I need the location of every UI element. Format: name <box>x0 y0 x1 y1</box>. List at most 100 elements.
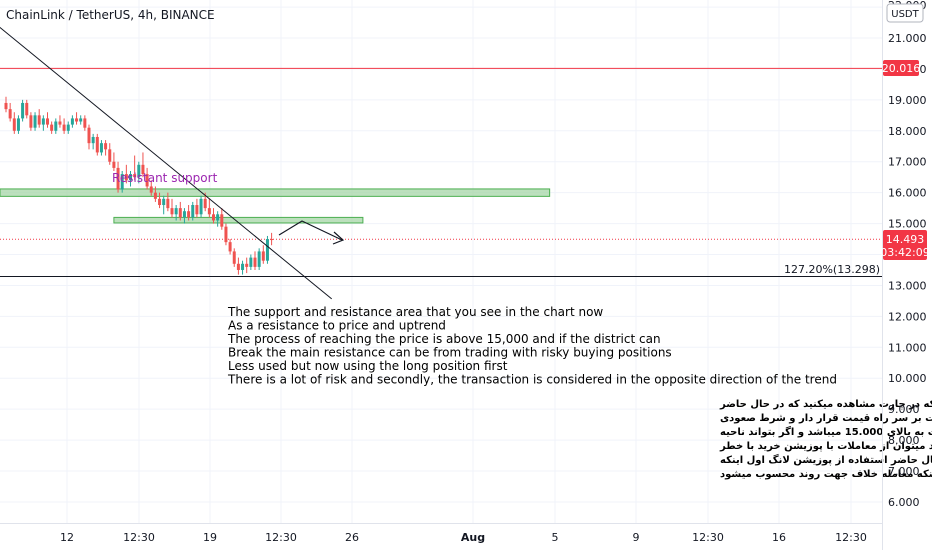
candle[interactable] <box>124 164 128 184</box>
candle[interactable] <box>79 115 83 125</box>
candle[interactable] <box>8 102 12 122</box>
candle[interactable] <box>220 208 224 230</box>
y-tick-label: 6.000 <box>888 496 920 509</box>
candle[interactable] <box>149 180 153 196</box>
candle[interactable] <box>199 195 203 218</box>
candle[interactable] <box>212 208 215 224</box>
candle[interactable] <box>253 251 257 270</box>
candle[interactable] <box>137 161 141 184</box>
candle[interactable] <box>191 201 195 221</box>
candle-body <box>162 198 166 206</box>
candle[interactable] <box>70 115 74 128</box>
candle[interactable] <box>112 152 116 171</box>
zone-label: Resistant support <box>112 171 218 185</box>
candle[interactable] <box>75 112 79 125</box>
candle-body <box>46 118 49 125</box>
candle-body <box>95 136 99 153</box>
candle[interactable] <box>232 248 236 267</box>
candle-body <box>112 161 116 168</box>
candle[interactable] <box>120 170 124 193</box>
candle[interactable] <box>25 99 29 119</box>
candle-body <box>133 174 137 178</box>
candle[interactable] <box>99 140 103 156</box>
candle[interactable] <box>245 257 249 274</box>
x-tick-label: 19 <box>203 531 217 544</box>
candle[interactable] <box>129 170 132 187</box>
candle[interactable] <box>153 186 157 202</box>
candle[interactable] <box>182 208 186 224</box>
candle[interactable] <box>62 118 66 134</box>
candle[interactable] <box>162 195 166 215</box>
note-fa-line: به عنوان یک مقاومت بر سر راه قیمت قرار د… <box>720 413 932 424</box>
candle[interactable] <box>207 198 211 218</box>
candle[interactable] <box>158 192 162 209</box>
candle[interactable] <box>170 198 174 218</box>
y-tick-label: 19.000 <box>888 94 927 107</box>
x-tick-label: 16 <box>772 531 786 544</box>
candle[interactable] <box>37 109 41 128</box>
candle[interactable] <box>178 201 182 221</box>
candle[interactable] <box>21 99 25 122</box>
candle[interactable] <box>195 198 199 218</box>
currency-badge-label: USDT <box>891 9 919 20</box>
candle[interactable] <box>133 155 137 181</box>
candle[interactable] <box>91 133 95 150</box>
candle[interactable] <box>228 239 232 255</box>
candle-body <box>249 257 253 267</box>
candle[interactable] <box>174 205 178 221</box>
candle[interactable] <box>16 115 20 134</box>
resistance-zone <box>0 188 551 197</box>
candle[interactable] <box>166 192 170 212</box>
candle[interactable] <box>29 112 33 131</box>
candle[interactable] <box>46 112 49 128</box>
y-tick-label: 7.000 <box>888 465 920 478</box>
y-tick-label: 18.000 <box>888 125 927 138</box>
candle-body <box>70 118 74 125</box>
candle[interactable] <box>104 140 108 156</box>
candle[interactable] <box>95 133 99 156</box>
currency-badge[interactable]: USDT <box>886 3 924 23</box>
candle[interactable] <box>116 161 120 193</box>
x-axis[interactable]: 12 12:30 19 12:30 26 Aug 5 9 12:30 16 12:30 <box>0 523 882 545</box>
candle[interactable] <box>216 211 220 227</box>
candle[interactable] <box>108 143 112 165</box>
x-tick-label: 12:30 <box>265 531 297 544</box>
candle[interactable] <box>33 112 37 131</box>
last-price-value: 14.493 <box>886 233 925 246</box>
y-tick-label: 17.000 <box>888 156 927 169</box>
candle-body <box>99 143 103 153</box>
candle[interactable] <box>236 257 240 275</box>
candle[interactable] <box>12 112 16 134</box>
candle[interactable] <box>249 254 253 270</box>
candle[interactable] <box>265 235 269 264</box>
candle[interactable] <box>66 121 70 134</box>
note-fa-line: شدن روند رسیدن قیمت به بالای 15.000 میبا… <box>720 425 932 438</box>
candle[interactable] <box>83 115 87 131</box>
x-tick-label: 26 <box>345 531 359 544</box>
candle[interactable] <box>41 115 45 131</box>
candle[interactable] <box>224 223 228 246</box>
candle-body <box>25 102 29 116</box>
y-tick-label: 12.000 <box>888 310 927 323</box>
candle[interactable] <box>58 115 62 128</box>
candle[interactable] <box>270 232 274 246</box>
candle[interactable] <box>141 152 145 178</box>
candle[interactable] <box>54 118 58 134</box>
candle[interactable] <box>50 121 54 134</box>
candle[interactable] <box>87 124 91 150</box>
candle[interactable] <box>4 96 8 113</box>
candle[interactable] <box>187 205 191 221</box>
candle-body <box>37 115 41 125</box>
candle[interactable] <box>257 248 261 270</box>
candle-body <box>58 121 62 125</box>
candle[interactable] <box>261 245 265 264</box>
candle[interactable] <box>145 167 149 190</box>
candles-layer[interactable] <box>4 96 274 275</box>
candle-body <box>75 118 79 122</box>
candle-body <box>232 251 236 264</box>
candle[interactable] <box>241 260 245 275</box>
candle-body <box>104 143 108 150</box>
candle-body <box>216 214 220 221</box>
chart-title: ChainLink / TetherUS, 4h, BINANCE <box>6 8 215 22</box>
